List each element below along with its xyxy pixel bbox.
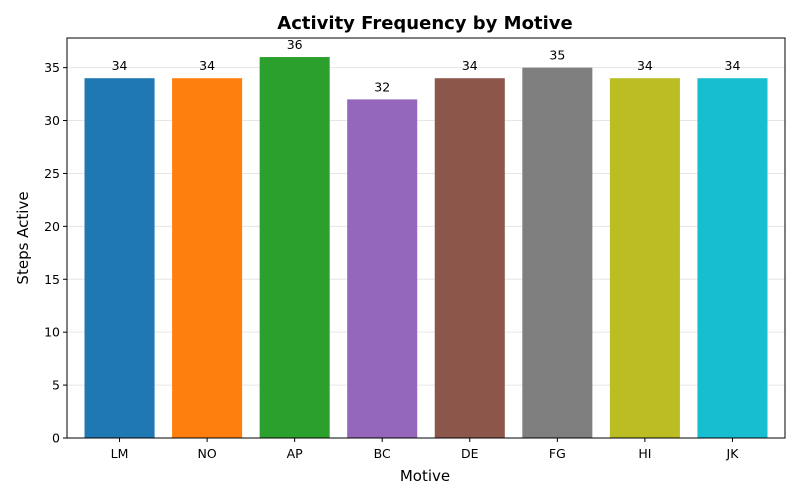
bar-value-label: 34 bbox=[112, 58, 128, 73]
bars bbox=[84, 57, 768, 439]
bar-no bbox=[172, 78, 243, 438]
x-tick-label: DE bbox=[461, 446, 479, 461]
x-tick-label: LM bbox=[111, 446, 129, 461]
bar-jk bbox=[697, 78, 768, 438]
y-tick-label: 20 bbox=[44, 219, 60, 234]
bar-value-label: 34 bbox=[637, 58, 653, 73]
y-axis-ticks: 0 5 10 15 20 25 30 35 bbox=[44, 60, 67, 446]
y-tick-label: 0 bbox=[52, 431, 60, 446]
bar-value-label: 32 bbox=[374, 79, 390, 94]
x-tick-label: BC bbox=[374, 446, 391, 461]
x-tick-label: NO bbox=[197, 446, 216, 461]
y-tick-label: 5 bbox=[52, 378, 60, 393]
plot-frame bbox=[66, 37, 786, 439]
bar-bc bbox=[347, 99, 418, 438]
x-tick-label: HI bbox=[638, 446, 651, 461]
chart-title: Activity Frequency by Motive bbox=[277, 13, 572, 34]
y-axis-label: Steps Active bbox=[14, 191, 32, 284]
y-tick-label: 35 bbox=[44, 60, 60, 75]
bar-value-label: 35 bbox=[549, 48, 565, 63]
x-axis-ticks: LM NO AP BC DE FG HI JK bbox=[111, 438, 740, 461]
x-tick-label: FG bbox=[549, 446, 566, 461]
bar-hi bbox=[609, 78, 680, 438]
bar-de bbox=[434, 78, 505, 438]
y-tick-label: 30 bbox=[44, 113, 60, 128]
bar-value-label: 34 bbox=[199, 58, 215, 73]
bar-value-label: 36 bbox=[287, 37, 303, 52]
bar-ap bbox=[259, 57, 330, 439]
bar-value-label: 34 bbox=[725, 58, 741, 73]
bar-lm bbox=[84, 78, 155, 438]
bar-value-label: 34 bbox=[462, 58, 478, 73]
x-tick-label: AP bbox=[287, 446, 304, 461]
y-tick-label: 15 bbox=[44, 272, 60, 287]
y-tick-label: 10 bbox=[44, 325, 60, 340]
y-tick-label: 25 bbox=[44, 166, 60, 181]
bar-fg bbox=[522, 67, 593, 438]
x-tick-label: JK bbox=[726, 446, 740, 461]
x-axis-label: Motive bbox=[400, 467, 450, 485]
data-labels: 34 34 36 32 34 35 34 34 bbox=[112, 37, 741, 94]
